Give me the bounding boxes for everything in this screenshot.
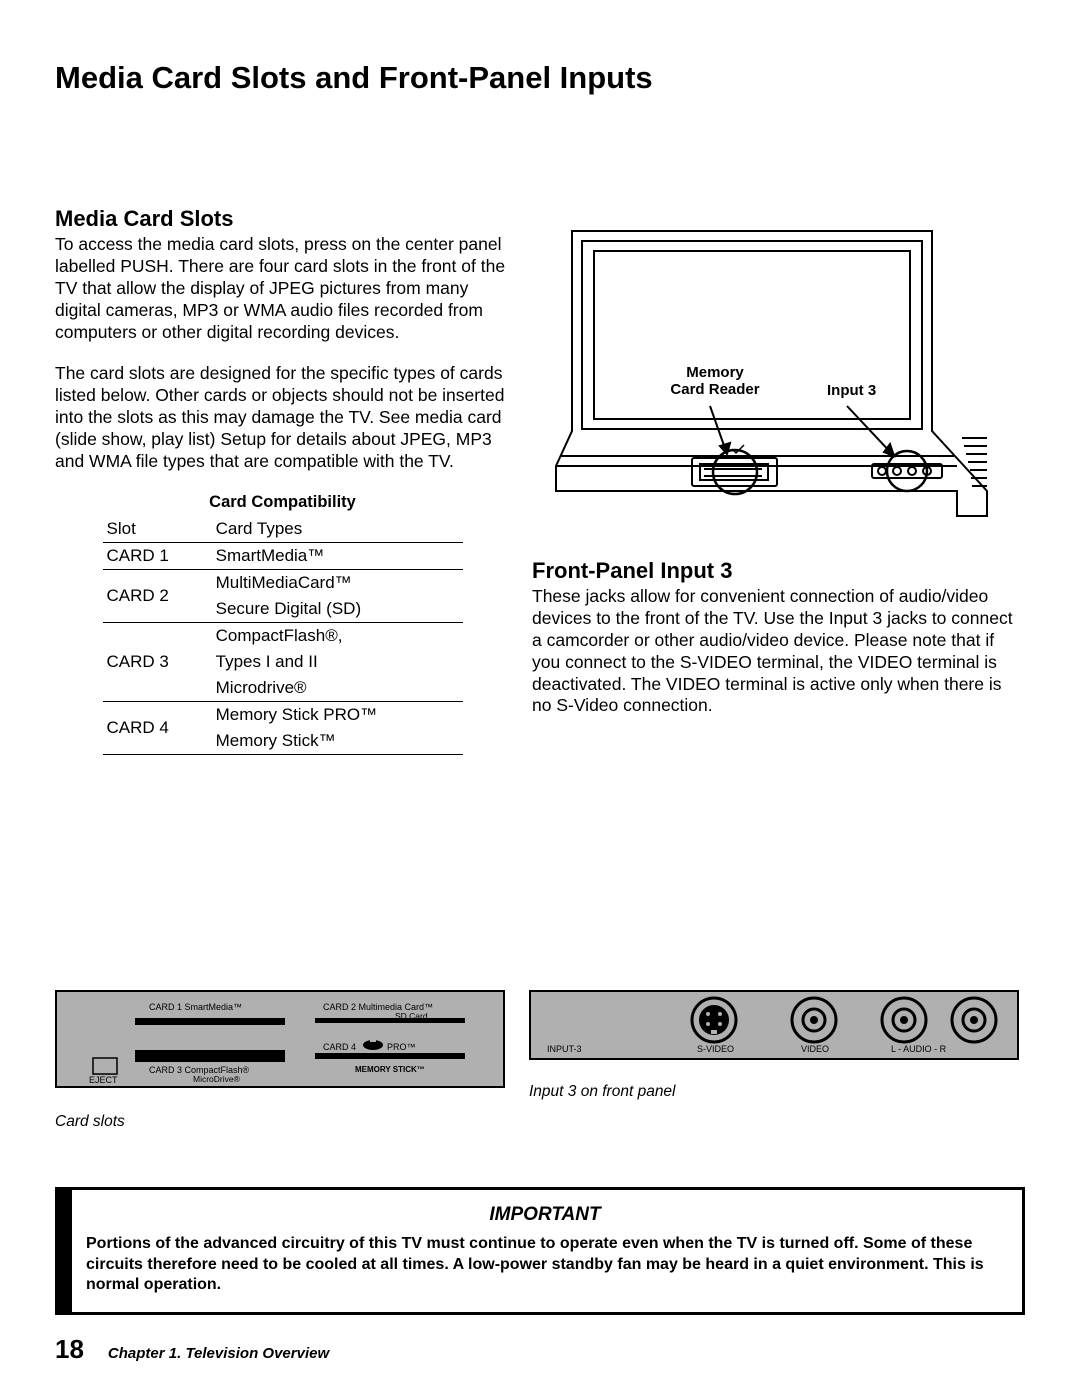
table-row: CARD 3 CompactFlash®, xyxy=(103,622,463,649)
media-card-slots-heading: Media Card Slots xyxy=(55,206,510,232)
table-header-row: Slot Card Types xyxy=(103,516,463,543)
label-audio: L - AUDIO - R xyxy=(891,1044,947,1054)
label-card1: CARD 1 SmartMedia™ xyxy=(149,1002,242,1012)
important-text: Portions of the advanced circuitry of th… xyxy=(86,1234,1004,1296)
important-box: IMPORTANT Portions of the advanced circu… xyxy=(55,1187,1025,1315)
card-slots-panel: CARD 1 SmartMedia™ CARD 2 Multimedia Car… xyxy=(55,990,505,1131)
table-row: CARD 1 SmartMedia™ xyxy=(103,542,463,569)
page-number: 18 xyxy=(55,1334,84,1365)
compat-table-title: Card Compatibility xyxy=(55,493,510,512)
left-column: Media Card Slots To access the media car… xyxy=(55,206,510,755)
footer: 18 Chapter 1. Television Overview xyxy=(55,1334,329,1365)
tv-diagram: Memory Card Reader Input 3 xyxy=(532,206,1002,546)
label-card2b: SD Card xyxy=(395,1011,428,1021)
label-svideo: S-VIDEO xyxy=(697,1044,734,1054)
chapter-label: Chapter 1. Television Overview xyxy=(108,1345,329,1362)
table-row: CARD 4 Memory Stick PRO™ xyxy=(103,701,463,728)
media-para-1: To access the media card slots, press on… xyxy=(55,234,510,343)
th-slot: Slot xyxy=(103,516,212,543)
label-card3b: MicroDrive® xyxy=(193,1074,241,1084)
label-card4: CARD 4 xyxy=(323,1042,356,1052)
label-input3: INPUT-3 xyxy=(547,1044,582,1054)
table-row: CARD 2 MultiMediaCard™ xyxy=(103,569,463,596)
label-card4b: PRO™ xyxy=(387,1042,416,1052)
input3-panel: INPUT-3 S-VIDEO VIDEO L - AUDIO - R Inpu… xyxy=(529,990,1019,1131)
right-column: Memory Card Reader Input 3 Front-Panel I… xyxy=(532,206,1025,755)
media-para-2: The card slots are designed for the spec… xyxy=(55,363,510,472)
tv-label-input3: Input 3 xyxy=(827,382,876,399)
bottom-panels: CARD 1 SmartMedia™ CARD 2 Multimedia Car… xyxy=(55,990,1025,1131)
front-panel-para: These jacks allow for convenient connect… xyxy=(532,586,1025,717)
front-panel-heading: Front-Panel Input 3 xyxy=(532,558,1025,584)
tv-label-memory: Memory Card Reader xyxy=(660,364,770,399)
card-slots-caption: Card slots xyxy=(55,1113,505,1131)
label-eject: EJECT xyxy=(89,1075,118,1085)
page-title: Media Card Slots and Front-Panel Inputs xyxy=(55,60,1025,96)
input3-caption: Input 3 on front panel xyxy=(529,1083,1019,1101)
label-video: VIDEO xyxy=(801,1044,829,1054)
th-types: Card Types xyxy=(212,516,463,543)
compat-table: Slot Card Types CARD 1 SmartMedia™ CARD … xyxy=(103,516,463,755)
label-card4c: MEMORY STICK™ xyxy=(355,1065,425,1074)
two-column-layout: Media Card Slots To access the media car… xyxy=(55,206,1025,755)
important-title: IMPORTANT xyxy=(86,1204,1004,1226)
